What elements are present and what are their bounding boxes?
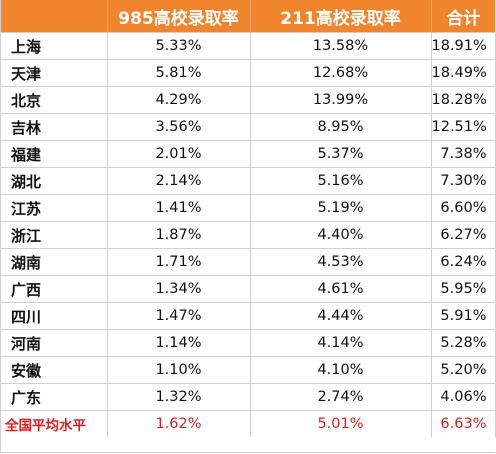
- average-rate-211-cell: 5.01%: [250, 410, 432, 437]
- rate-211-cell: 13.99%: [250, 86, 432, 114]
- rate-211-cell: 12.68%: [250, 59, 432, 87]
- average-total-cell: 6.63%: [431, 410, 496, 437]
- region-name: 湖南: [1, 248, 108, 276]
- rate-985-cell: 1.71%: [107, 248, 251, 276]
- rate-211-cell: 4.10%: [250, 356, 432, 384]
- rate-211-cell: 4.44%: [250, 302, 432, 330]
- region-name: 北京: [1, 86, 108, 114]
- total-cell: 12.51%: [431, 113, 496, 141]
- rate-211-cell: 4.61%: [250, 275, 432, 303]
- rate-211-cell: 5.37%: [250, 140, 432, 168]
- rate-985-cell: 1.41%: [107, 194, 251, 222]
- rate-985-cell: 5.33%: [107, 32, 251, 60]
- average-rate-985-cell: 1.62%: [107, 410, 251, 437]
- rate-985-cell: 1.10%: [107, 356, 251, 384]
- rate-211-cell: 5.19%: [250, 194, 432, 222]
- region-name: 广东: [1, 383, 108, 411]
- total-cell: 5.28%: [431, 329, 496, 357]
- table-row: 广西 1.34% 4.61% 5.95%: [1, 275, 496, 303]
- table-row: 湖南 1.71% 4.53% 6.24%: [1, 248, 496, 276]
- admission-rate-table: 985高校录取率 211高校录取率 合计 上海 5.33% 13.58% 18.91%…: [1, 0, 496, 437]
- rate-211-cell: 8.95%: [250, 113, 432, 141]
- table-row: 上海 5.33% 13.58% 18.91%: [1, 32, 496, 60]
- rate-211-cell: 4.53%: [250, 248, 432, 276]
- region-name: 广西: [1, 275, 108, 303]
- total-cell: 6.27%: [431, 221, 496, 249]
- table-row: 福建 2.01% 5.37% 7.38%: [1, 140, 496, 168]
- table-row: 湖北 2.14% 5.16% 7.30%: [1, 167, 496, 195]
- rate-211-cell: 2.74%: [250, 383, 432, 411]
- rate-985-cell: 1.14%: [107, 329, 251, 357]
- region-name: 福建: [1, 140, 108, 168]
- region-name: 江苏: [1, 194, 108, 222]
- region-name: 安徽: [1, 356, 108, 384]
- rate-985-cell: 2.01%: [107, 140, 251, 168]
- rate-211-cell: 13.58%: [250, 32, 432, 60]
- table-row: 江苏 1.41% 5.19% 6.60%: [1, 194, 496, 222]
- rate-985-cell: 1.32%: [107, 383, 251, 411]
- average-label: 全国平均水平: [1, 410, 108, 437]
- table-row: 天津 5.81% 12.68% 18.49%: [1, 59, 496, 87]
- rate-211-cell: 4.40%: [250, 221, 432, 249]
- rate-985-cell: 3.56%: [107, 113, 251, 141]
- region-name: 天津: [1, 59, 108, 87]
- table-row: 吉林 3.56% 8.95% 12.51%: [1, 113, 496, 141]
- region-name: 四川: [1, 302, 108, 330]
- total-cell: 18.49%: [431, 59, 496, 87]
- header-total: 合计: [431, 0, 495, 33]
- total-cell: 6.24%: [431, 248, 496, 276]
- table-row: 安徽 1.10% 4.10% 5.20%: [1, 356, 496, 384]
- header-211-rate: 211高校录取率: [250, 0, 432, 33]
- total-cell: 7.30%: [431, 167, 496, 195]
- rate-211-cell: 5.16%: [250, 167, 432, 195]
- rate-985-cell: 5.81%: [107, 59, 251, 87]
- rate-985-cell: 2.14%: [107, 167, 251, 195]
- total-cell: 5.20%: [431, 356, 496, 384]
- region-name: 湖北: [1, 167, 108, 195]
- total-cell: 6.60%: [431, 194, 496, 222]
- average-row: 全国平均水平 1.62% 5.01% 6.63%: [1, 410, 496, 437]
- rate-211-cell: 4.14%: [250, 329, 432, 357]
- header-region: [1, 0, 108, 33]
- table-row: 四川 1.47% 4.44% 5.91%: [1, 302, 496, 330]
- total-cell: 5.95%: [431, 275, 496, 303]
- table-row: 浙江 1.87% 4.40% 6.27%: [1, 221, 496, 249]
- region-name: 河南: [1, 329, 108, 357]
- total-cell: 18.28%: [431, 86, 496, 114]
- region-name: 上海: [1, 32, 108, 60]
- rate-985-cell: 4.29%: [107, 86, 251, 114]
- table-row: 广东 1.32% 2.74% 4.06%: [1, 383, 496, 411]
- table-row: 河南 1.14% 4.14% 5.28%: [1, 329, 496, 357]
- region-name: 浙江: [1, 221, 108, 249]
- rate-985-cell: 1.87%: [107, 221, 251, 249]
- table-row: 北京 4.29% 13.99% 18.28%: [1, 86, 496, 114]
- rate-985-cell: 1.34%: [107, 275, 251, 303]
- header-985-rate: 985高校录取率: [107, 0, 251, 33]
- total-cell: 7.38%: [431, 140, 496, 168]
- total-cell: 18.91%: [431, 32, 496, 60]
- rate-985-cell: 1.47%: [107, 302, 251, 330]
- total-cell: 4.06%: [431, 383, 496, 411]
- header-row: 985高校录取率 211高校录取率 合计: [1, 0, 495, 33]
- total-cell: 5.91%: [431, 302, 496, 330]
- region-name: 吉林: [1, 113, 108, 141]
- table-body: 上海 5.33% 13.58% 18.91% 天津 5.81% 12.68% 18.49% 北京…: [1, 32, 496, 437]
